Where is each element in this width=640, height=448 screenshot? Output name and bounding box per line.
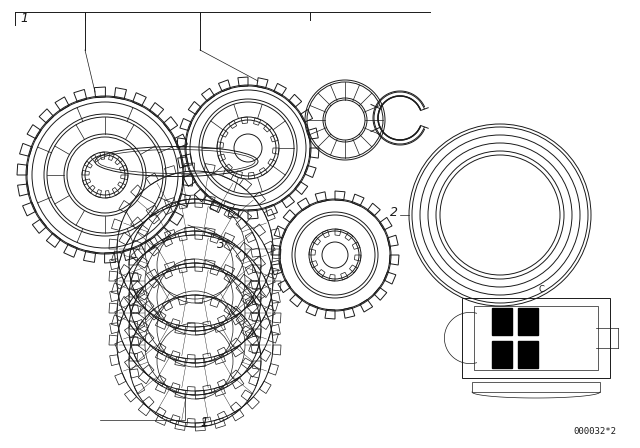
Bar [492,341,512,368]
Bar [474,306,598,370]
Text: 000032*2: 000032*2 [573,427,616,436]
Text: 2: 2 [390,207,398,220]
Text: 1: 1 [200,415,208,428]
Bar [462,298,610,378]
Bar [472,382,600,392]
Text: 3: 3 [217,237,225,250]
Text: 1: 1 [20,12,28,25]
Text: C: C [538,285,544,294]
Bar [518,308,538,335]
Bar [518,341,538,368]
Bar [492,308,512,335]
